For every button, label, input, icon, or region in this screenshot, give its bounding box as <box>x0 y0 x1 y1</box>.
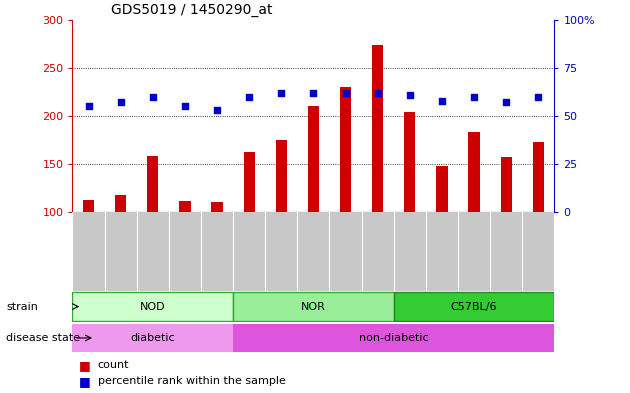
Bar <box>233 324 554 352</box>
Point <box>437 97 447 104</box>
Text: C57BL/6: C57BL/6 <box>451 301 497 312</box>
Text: NOR: NOR <box>301 301 326 312</box>
Bar <box>469 132 479 212</box>
Text: non-diabetic: non-diabetic <box>359 333 428 343</box>
Text: ■: ■ <box>79 359 91 372</box>
Point <box>404 92 415 98</box>
Bar <box>115 195 126 212</box>
Text: ■: ■ <box>79 375 91 388</box>
Bar <box>533 142 544 212</box>
Point <box>83 103 94 109</box>
Bar <box>394 292 554 321</box>
Text: disease state: disease state <box>6 333 81 343</box>
Bar <box>72 324 233 352</box>
Bar <box>212 202 222 212</box>
Point <box>308 90 318 96</box>
Point <box>340 90 350 96</box>
Bar <box>147 156 158 212</box>
Bar <box>276 140 287 212</box>
Bar <box>308 106 319 212</box>
Point <box>533 94 543 100</box>
Bar <box>244 152 255 212</box>
Bar <box>437 166 447 212</box>
Point <box>501 99 511 106</box>
Text: NOD: NOD <box>140 301 166 312</box>
Point <box>276 90 286 96</box>
Bar <box>404 112 415 212</box>
Point <box>244 94 254 100</box>
Point <box>180 103 190 109</box>
Point <box>372 90 382 96</box>
Bar <box>83 200 94 212</box>
Text: strain: strain <box>6 301 38 312</box>
Point <box>212 107 222 113</box>
Point <box>116 99 126 106</box>
Bar <box>72 292 233 321</box>
Bar <box>340 87 351 212</box>
Bar <box>233 292 394 321</box>
Bar <box>372 45 383 212</box>
Text: diabetic: diabetic <box>130 333 175 343</box>
Point <box>147 94 158 100</box>
Text: count: count <box>98 360 129 371</box>
Text: percentile rank within the sample: percentile rank within the sample <box>98 376 285 386</box>
Text: GDS5019 / 1450290_at: GDS5019 / 1450290_at <box>111 3 273 17</box>
Bar <box>180 201 190 212</box>
Point <box>469 94 479 100</box>
Bar <box>501 157 512 212</box>
